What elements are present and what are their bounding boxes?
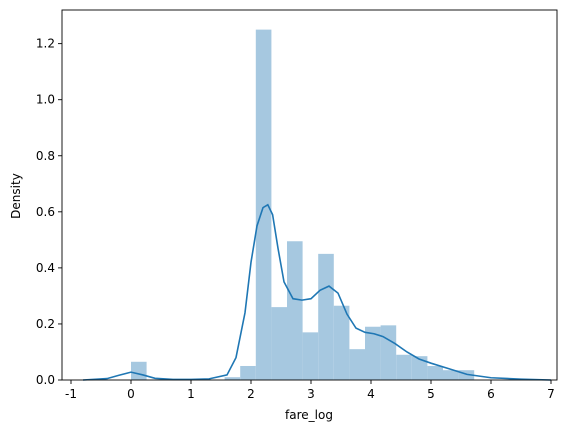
y-tick-label: 0.2 [36, 317, 55, 331]
histogram-bar [396, 354, 412, 380]
histogram-bar [333, 305, 350, 380]
y-tick-label: 0.4 [36, 261, 55, 275]
y-tick-label: 0.8 [36, 149, 55, 163]
y-axis-ticks: 0.0 0.2 0.4 0.6 0.8 1.0 1.2 [36, 37, 62, 387]
x-tick-label: 6 [487, 387, 495, 401]
histogram-bar [411, 356, 428, 380]
plot-frame [61, 9, 558, 381]
x-tick-label: 2 [247, 387, 255, 401]
histogram-bar [365, 326, 381, 380]
x-tick-label: 5 [427, 387, 435, 401]
histogram-bars [131, 29, 475, 380]
histogram-bar [458, 370, 475, 380]
histogram-bar [255, 29, 272, 380]
histogram-bar [443, 370, 459, 380]
y-tick-label: 1.0 [36, 93, 55, 107]
histogram-bar [302, 332, 319, 380]
x-axis-label: fare_log [285, 408, 333, 422]
y-axis-label: Density [9, 173, 23, 219]
y-tick-label: 0.6 [36, 205, 55, 219]
histogram-bar [427, 365, 443, 380]
x-tick-label: 3 [307, 387, 315, 401]
histogram-bar [240, 365, 256, 380]
histogram-bar [131, 361, 147, 380]
histogram-bar [349, 349, 365, 380]
x-tick-label: -1 [65, 387, 77, 401]
x-tick-label: 7 [547, 387, 555, 401]
y-tick-label: 0.0 [36, 373, 55, 387]
x-axis-ticks: -1 0 1 2 3 4 5 6 7 [65, 380, 555, 401]
histogram-bar [380, 325, 397, 380]
histogram-bar [224, 377, 241, 380]
y-tick-label: 1.2 [36, 37, 55, 51]
histogram-bar [271, 307, 287, 380]
x-tick-label: 4 [367, 387, 375, 401]
histogram-bar [287, 241, 303, 380]
kde-curve-layer [82, 203, 552, 381]
histogram-bar [318, 253, 334, 380]
kde-density-line [82, 203, 552, 381]
x-tick-label: 0 [127, 387, 135, 401]
x-tick-label: 1 [187, 387, 195, 401]
axes [61, 9, 558, 381]
